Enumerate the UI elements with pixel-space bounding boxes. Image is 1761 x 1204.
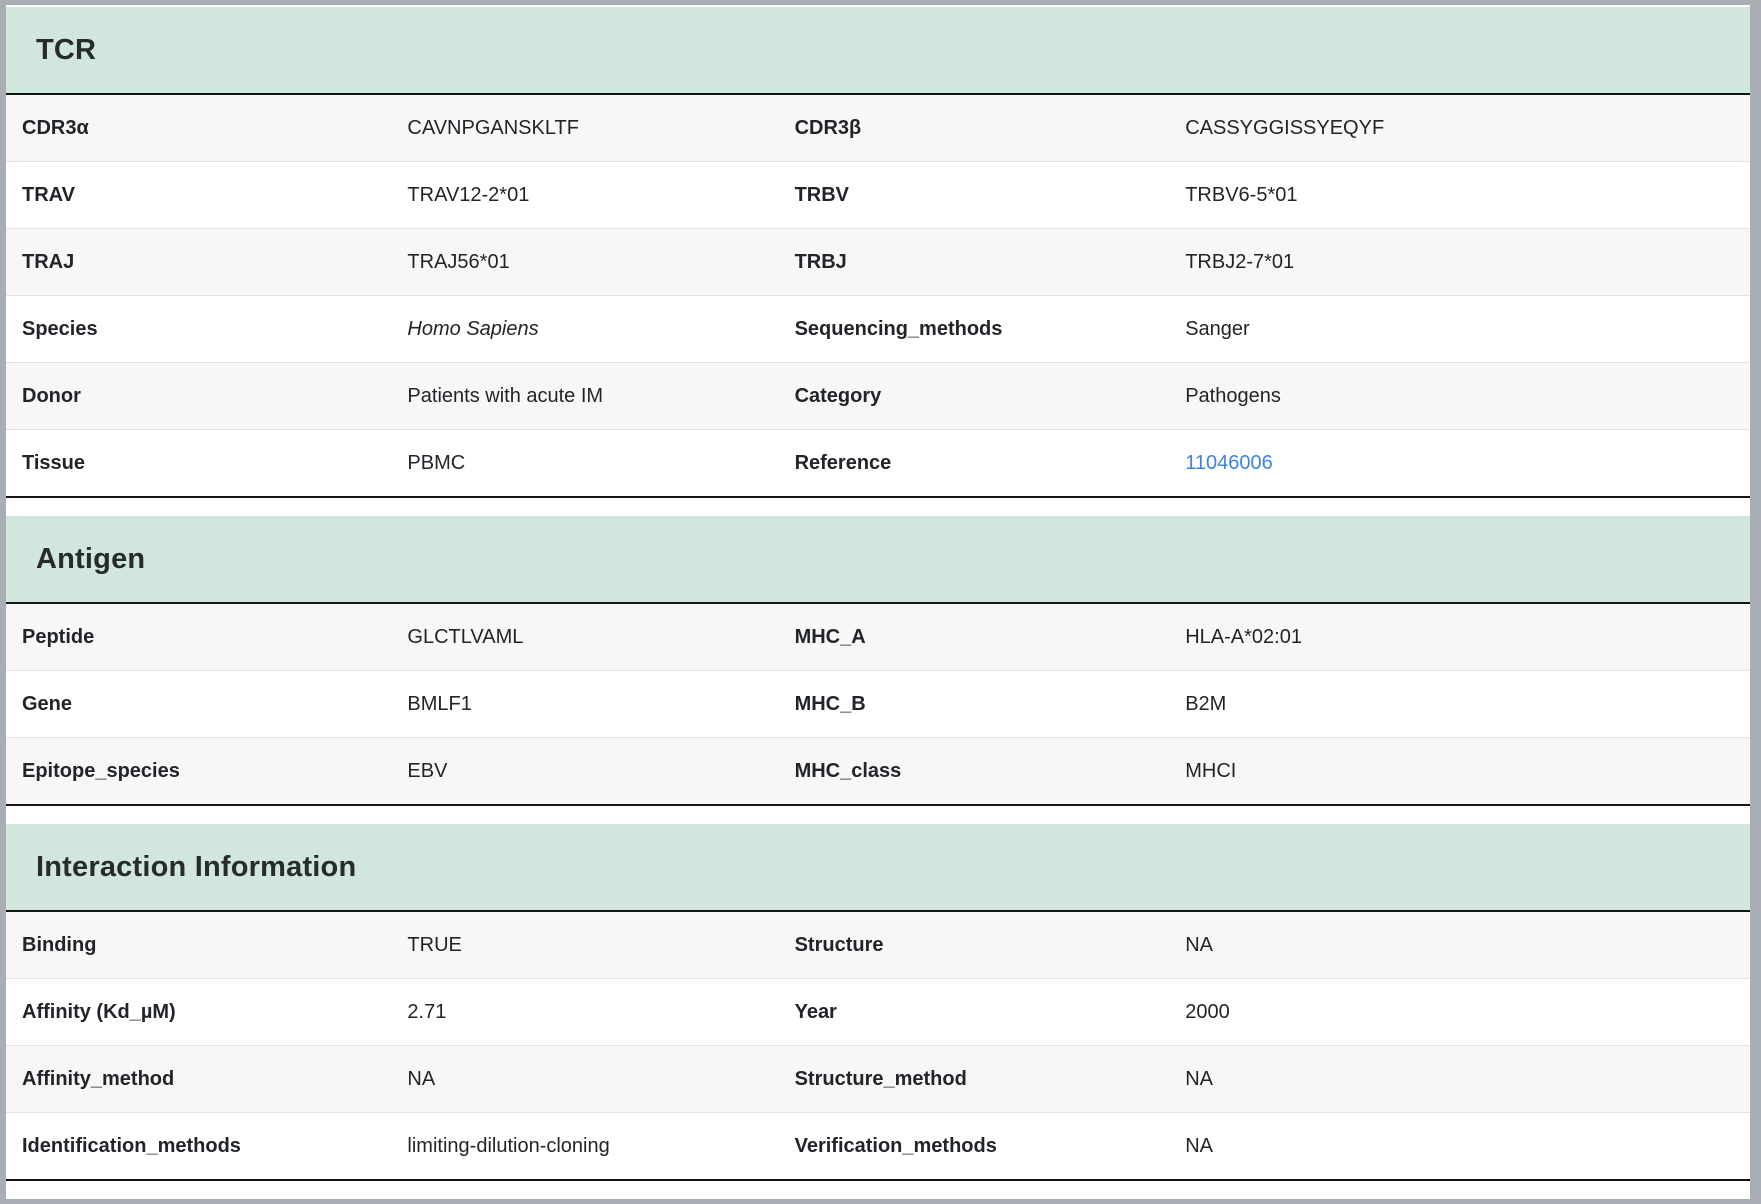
- field-value-reference: 11046006: [1169, 429, 1750, 498]
- field-value-sequencing-methods: Sanger: [1169, 295, 1750, 363]
- section-title-interaction: Interaction Information: [6, 824, 1750, 912]
- field-label-peptide: Peptide: [22, 626, 95, 648]
- section-title-tcr: TCR: [6, 7, 1750, 95]
- field-value-donor: Patients with acute IM: [391, 362, 779, 430]
- field-value-mhc-b: B2M: [1169, 670, 1750, 738]
- table-row: Donor Patients with acute IM Category Pa…: [6, 362, 1750, 430]
- field-label-cdr3a: CDR3α: [22, 117, 89, 139]
- field-label-category: Category: [778, 362, 1170, 430]
- field-value-cdr3a: CAVNPGANSKLTF: [407, 117, 579, 139]
- field-label-epitope-species: Epitope_species: [6, 737, 392, 806]
- table-row: TRAV TRAV12-2*01 TRBV TRBV6-5*01: [6, 161, 1750, 229]
- field-value-affinity: 2.71: [391, 978, 779, 1046]
- table-row: Identification_methods limiting-dilution…: [6, 1112, 1750, 1181]
- table-row: Tissue PBMC Reference 11046006: [6, 429, 1750, 498]
- field-label-trbj: TRBJ: [778, 228, 1170, 296]
- reference-link[interactable]: 11046006: [1185, 452, 1273, 474]
- table-row: Binding TRUE Structure NA: [6, 911, 1750, 979]
- field-value-year: 2000: [1169, 978, 1750, 1046]
- field-value-binding: TRUE: [407, 934, 462, 956]
- field-value-affinity-method: NA: [391, 1045, 779, 1113]
- table-row: Affinity (Kd_µM) 2.71 Year 2000: [6, 978, 1750, 1046]
- field-label-mhc-class: MHC_class: [778, 737, 1170, 806]
- field-label-mhc-a: MHC_A: [794, 626, 866, 648]
- field-value-mhc-a: HLA-A*02:01: [1185, 626, 1302, 648]
- field-value-trbv: TRBV6-5*01: [1169, 161, 1750, 229]
- field-value-peptide: GLCTLVAML: [407, 626, 524, 648]
- field-label-year: Year: [778, 978, 1170, 1046]
- field-value-tissue: PBMC: [391, 429, 779, 498]
- field-value-identification-methods: limiting-dilution-cloning: [391, 1112, 779, 1181]
- table-row: Peptide GLCTLVAML MHC_A HLA-A*02:01: [6, 603, 1750, 671]
- field-label-traj: TRAJ: [6, 228, 392, 296]
- field-label-affinity-method: Affinity_method: [6, 1045, 392, 1113]
- field-label-tissue: Tissue: [6, 429, 392, 498]
- field-value-trav: TRAV12-2*01: [391, 161, 779, 229]
- field-label-identification-methods: Identification_methods: [6, 1112, 392, 1181]
- section-title-antigen: Antigen: [6, 516, 1750, 604]
- field-label-gene: Gene: [6, 670, 392, 738]
- field-value-mhc-class: MHCI: [1169, 737, 1750, 806]
- field-value-epitope-species: EBV: [391, 737, 779, 806]
- field-value-verification-methods: NA: [1169, 1112, 1750, 1181]
- field-value-cdr3b: CASSYGGISSYEQYF: [1185, 117, 1385, 139]
- field-label-binding: Binding: [22, 934, 97, 956]
- tcr-table: TCR CDR3α CAVNPGANSKLTF CDR3β CASSYGGISS…: [6, 7, 1750, 498]
- field-label-donor: Donor: [6, 362, 392, 430]
- table-row: Species Homo Sapiens Sequencing_methods …: [6, 295, 1750, 363]
- field-label-species: Species: [6, 295, 392, 363]
- table-row: Epitope_species EBV MHC_class MHCI: [6, 737, 1750, 806]
- table-row: CDR3α CAVNPGANSKLTF CDR3β CASSYGGISSYEQY…: [6, 94, 1750, 162]
- field-label-mhc-b: MHC_B: [778, 670, 1170, 738]
- section-antigen: Antigen Peptide GLCTLVAML MHC_A HLA-A*02…: [6, 516, 1750, 806]
- field-value-trbj: TRBJ2-7*01: [1169, 228, 1750, 296]
- field-label-structure-method: Structure_method: [778, 1045, 1170, 1113]
- field-label-affinity: Affinity (Kd_µM): [6, 978, 392, 1046]
- antigen-table: Antigen Peptide GLCTLVAML MHC_A HLA-A*02…: [6, 516, 1750, 806]
- field-label-verification-methods: Verification_methods: [778, 1112, 1170, 1181]
- field-label-structure: Structure: [794, 934, 884, 956]
- field-label-cdr3b: CDR3β: [794, 117, 862, 139]
- field-label-trav: TRAV: [6, 161, 392, 229]
- field-value-category: Pathogens: [1169, 362, 1750, 430]
- field-label-reference: Reference: [778, 429, 1170, 498]
- table-row: TRAJ TRAJ56*01 TRBJ TRBJ2-7*01: [6, 228, 1750, 296]
- record-detail-page: TCR CDR3α CAVNPGANSKLTF CDR3β CASSYGGISS…: [6, 7, 1750, 1181]
- section-tcr: TCR CDR3α CAVNPGANSKLTF CDR3β CASSYGGISS…: [6, 7, 1750, 498]
- field-value-species: Homo Sapiens: [391, 295, 779, 363]
- field-label-trbv: TRBV: [778, 161, 1170, 229]
- field-label-sequencing-methods: Sequencing_methods: [778, 295, 1170, 363]
- field-value-traj: TRAJ56*01: [391, 228, 779, 296]
- interaction-table: Interaction Information Binding TRUE Str…: [6, 824, 1750, 1181]
- field-value-gene: BMLF1: [391, 670, 779, 738]
- field-value-structure-method: NA: [1169, 1045, 1750, 1113]
- table-row: Affinity_method NA Structure_method NA: [6, 1045, 1750, 1113]
- field-value-structure: NA: [1185, 934, 1214, 956]
- section-interaction-information: Interaction Information Binding TRUE Str…: [6, 824, 1750, 1181]
- table-row: Gene BMLF1 MHC_B B2M: [6, 670, 1750, 738]
